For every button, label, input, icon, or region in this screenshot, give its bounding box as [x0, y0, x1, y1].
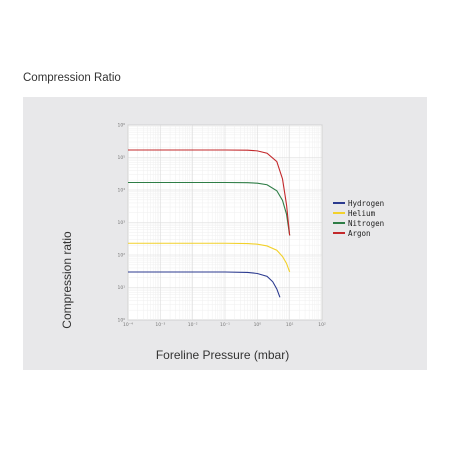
- y-tick-label: 10³: [117, 220, 125, 226]
- y-axis-label: Compression ratio: [60, 231, 74, 329]
- legend-item-hydrogen: Hydrogen: [333, 198, 384, 208]
- legend-label: Nitrogen: [348, 218, 385, 228]
- series-line-argon: [128, 149, 291, 236]
- y-tick-label: 10¹: [117, 285, 125, 291]
- series-line-helium: [128, 242, 291, 273]
- x-tick-label: 10⁻³: [155, 322, 165, 328]
- legend-item-argon: Argon: [333, 228, 384, 238]
- tick-labels: 10⁻⁴ 10⁻³ 10⁻² 10⁻¹ 10⁰ 10¹ 10² 10⁰ 10¹ 10² 10³ 10⁴…: [117, 123, 325, 329]
- legend-swatch: [333, 222, 345, 224]
- legend-label: Hydrogen: [348, 198, 385, 208]
- x-tick-label: 10⁰: [254, 322, 262, 328]
- legend-item-nitrogen: Nitrogen: [333, 218, 384, 228]
- y-tick-label: 10⁰: [117, 318, 125, 324]
- legend-swatch: [333, 212, 345, 214]
- legend: Hydrogen Helium Nitrogen Argon: [333, 198, 384, 238]
- legend-swatch: [333, 202, 345, 204]
- series-lines: [128, 149, 291, 298]
- legend-item-helium: Helium: [333, 208, 384, 218]
- x-tick-label: 10⁻⁴: [123, 322, 133, 328]
- y-tick-label: 10²: [117, 253, 125, 259]
- x-tick-label: 10¹: [286, 322, 294, 328]
- x-axis-label: Foreline Pressure (mbar): [155, 348, 290, 362]
- series-line-nitrogen: [128, 181, 291, 236]
- legend-label: Helium: [348, 208, 376, 218]
- legend-swatch: [333, 232, 345, 234]
- y-tick-label: 10⁵: [117, 155, 125, 161]
- legend-label: Argon: [348, 228, 371, 238]
- x-tick-label: 10²: [318, 322, 326, 328]
- y-tick-label: 10⁴: [117, 188, 125, 194]
- y-tick-label: 10⁶: [117, 123, 125, 129]
- x-tick-label: 10⁻²: [188, 322, 198, 328]
- page-title: Compression Ratio: [23, 72, 121, 84]
- x-tick-label: 10⁻¹: [220, 322, 230, 328]
- series-line-hydrogen: [128, 271, 281, 298]
- grid: [127, 124, 323, 321]
